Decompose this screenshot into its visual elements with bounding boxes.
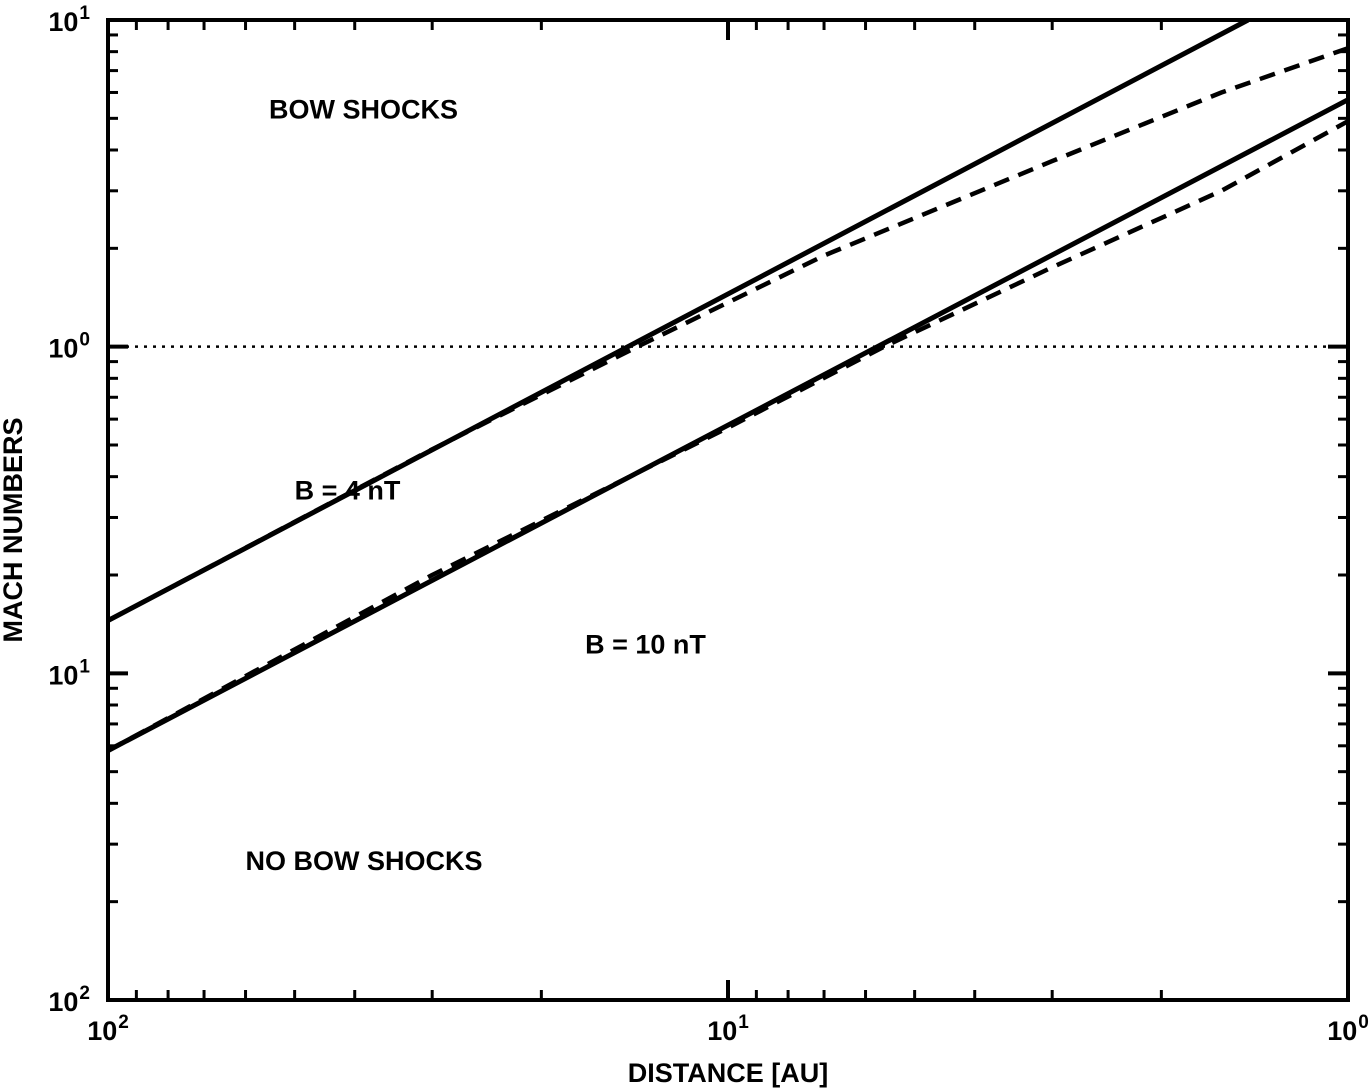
y-tick-label: 100 — [48, 330, 90, 364]
annotation-no-bow-shocks: NO BOW SHOCKS — [246, 846, 483, 876]
y-tick-label: 101 — [48, 3, 90, 37]
series-line-4 — [108, 119, 1348, 753]
annotation-b-10nt: B = 10 nT — [585, 630, 706, 660]
annotation-bow-shocks: BOW SHOCKS — [269, 94, 458, 124]
annotation-b-4nt: B = 4 nT — [295, 476, 401, 506]
plot-frame — [106, 18, 1350, 1002]
series-line-3 — [108, 97, 1348, 753]
x-tick-label: 102 — [87, 1012, 129, 1046]
y-axis-title: MACH NUMBERS — [0, 418, 28, 643]
x-tick-label: 100 — [1327, 1012, 1369, 1046]
series-line-2 — [108, 46, 1348, 623]
labels-layer: 102 101 100 102 101 100 101 — [48, 3, 1368, 1046]
y-tick-label: 101 — [48, 656, 90, 690]
x-axis-title: DISTANCE [AU] — [628, 1058, 828, 1088]
annotations: BOW SHOCKS B = 4 nT B = 10 nT NO BOW SHOCKS — [246, 94, 707, 876]
y-tick-label: 102 — [48, 983, 90, 1017]
x-tick-label: 101 — [707, 1012, 749, 1046]
plot-content — [108, 20, 1348, 753]
